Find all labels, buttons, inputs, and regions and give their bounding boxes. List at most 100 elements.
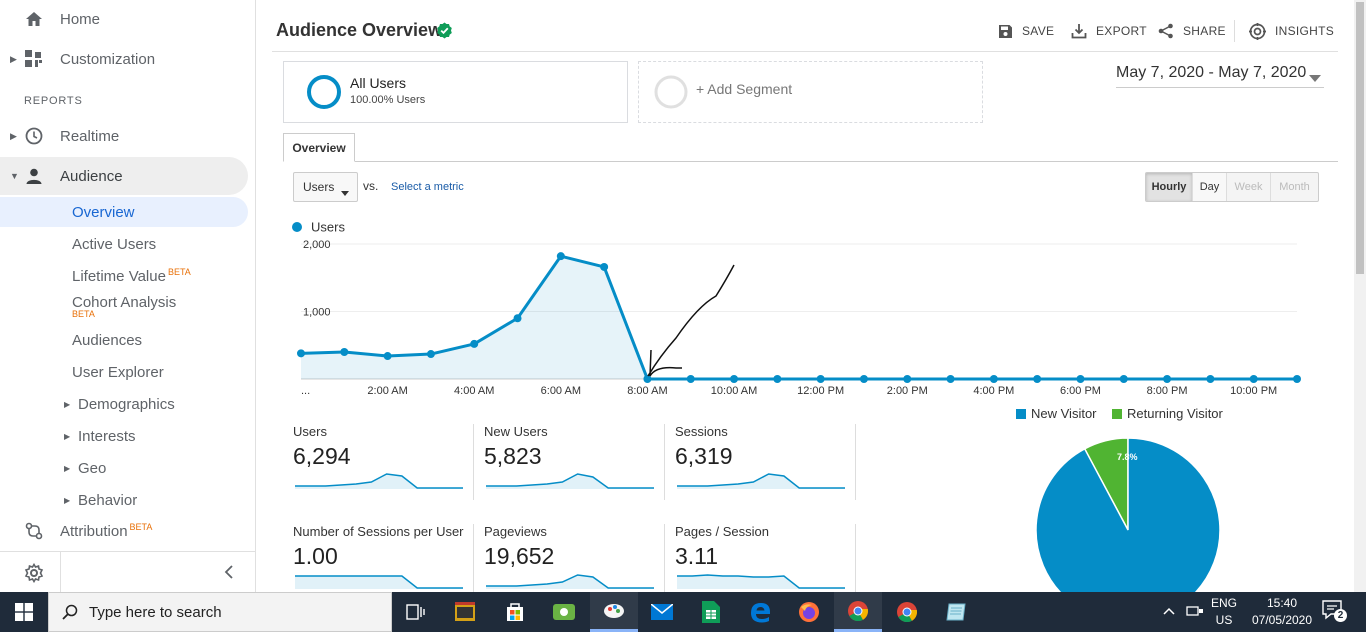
tab-overview[interactable]: Overview bbox=[283, 133, 355, 162]
task-view-button[interactable] bbox=[392, 592, 440, 632]
sidebar-item-overview[interactable]: Overview bbox=[0, 197, 248, 227]
taskbar-app-media[interactable] bbox=[441, 592, 489, 632]
share-button[interactable]: SHARE bbox=[1158, 22, 1226, 40]
data-point[interactable] bbox=[816, 375, 825, 383]
metric-tile[interactable]: Pageviews 19,652 bbox=[484, 524, 674, 592]
attribution-icon bbox=[24, 521, 44, 541]
network-icon[interactable] bbox=[1186, 604, 1204, 623]
collapse-sidebar-icon[interactable] bbox=[222, 565, 236, 584]
chart-area-fill bbox=[301, 256, 1297, 379]
taskbar-app-paint[interactable] bbox=[590, 592, 638, 632]
insights-button[interactable]: INSIGHTS bbox=[1249, 22, 1334, 40]
legend-users: Users bbox=[311, 220, 345, 235]
data-point[interactable] bbox=[1206, 375, 1215, 383]
nav-audience[interactable]: ▼ Audience bbox=[0, 157, 248, 195]
segment-all-users[interactable]: All Users 100.00% Users bbox=[283, 61, 628, 123]
data-point[interactable] bbox=[1163, 375, 1172, 383]
data-point[interactable] bbox=[426, 350, 435, 359]
taskbar-app-chrome-active[interactable] bbox=[834, 592, 882, 632]
nav-attribution[interactable]: Attribution BETA bbox=[0, 512, 248, 550]
granularity-day[interactable]: Day bbox=[1193, 173, 1227, 201]
data-point[interactable] bbox=[730, 375, 739, 383]
taskbar-app-chrome[interactable] bbox=[883, 592, 931, 632]
data-point[interactable] bbox=[600, 262, 609, 271]
pie-slice-new-visitor[interactable] bbox=[1035, 437, 1221, 592]
sidebar-item-geo[interactable]: ▶ Geo bbox=[0, 453, 248, 483]
data-point[interactable] bbox=[773, 375, 782, 383]
data-point[interactable] bbox=[340, 348, 349, 356]
nav-home[interactable]: Home bbox=[0, 0, 248, 38]
granularity-hourly[interactable]: Hourly bbox=[1146, 173, 1193, 201]
users-line-chart: Users 1,000 2,000 ... 2:00 AM 4:00 AM 6:00 A… bbox=[292, 220, 1301, 397]
chevron-up-icon[interactable] bbox=[1163, 605, 1175, 623]
taskbar-app-store[interactable] bbox=[491, 592, 539, 632]
nav-customization[interactable]: ▶ Customization bbox=[0, 40, 248, 78]
select-metric-link[interactable]: Select a metric bbox=[391, 181, 464, 193]
film-icon bbox=[455, 602, 475, 621]
notifications-button[interactable]: 2 bbox=[1322, 600, 1348, 624]
data-point[interactable] bbox=[383, 352, 392, 361]
sidebar-item-interests[interactable]: ▶ Interests bbox=[0, 421, 248, 451]
metric-tile[interactable]: New Users 5,823 bbox=[484, 424, 674, 500]
data-point[interactable] bbox=[686, 375, 695, 383]
data-point[interactable] bbox=[989, 375, 998, 383]
metric-tile[interactable]: Sessions 6,319 bbox=[675, 424, 865, 500]
data-point[interactable] bbox=[1293, 375, 1301, 383]
legend-swatch bbox=[1016, 408, 1026, 419]
start-button[interactable] bbox=[0, 592, 48, 632]
data-point[interactable] bbox=[513, 314, 522, 323]
sidebar-item-user-explorer[interactable]: User Explorer bbox=[0, 357, 248, 387]
gear-icon[interactable] bbox=[24, 562, 44, 588]
sidebar-item-behavior[interactable]: ▶ Behavior bbox=[0, 485, 248, 515]
scrollbar-thumb[interactable] bbox=[1356, 2, 1364, 274]
tile-separator bbox=[855, 524, 856, 592]
sidebar-item-cohort-analysis[interactable]: Cohort Analysis bbox=[0, 287, 248, 317]
firefox-icon bbox=[799, 602, 819, 622]
metric-tile[interactable]: Pages / Session 3.11 bbox=[675, 524, 865, 592]
taskbar-search[interactable]: Type here to search bbox=[48, 592, 392, 632]
taskbar-app-firefox[interactable] bbox=[785, 592, 833, 632]
page-scrollbar[interactable] bbox=[1354, 0, 1366, 592]
data-point[interactable] bbox=[643, 375, 652, 383]
metric-sparkline bbox=[677, 574, 845, 589]
insights-label: INSIGHTS bbox=[1275, 24, 1335, 38]
data-point[interactable] bbox=[556, 252, 565, 261]
data-point[interactable] bbox=[903, 375, 912, 383]
data-point[interactable] bbox=[1119, 375, 1128, 383]
add-segment-button[interactable]: + Add Segment bbox=[638, 61, 983, 123]
sidebar-item-active-users[interactable]: Active Users bbox=[0, 229, 248, 259]
sidebar-item-label: Cohort Analysis bbox=[72, 293, 177, 311]
data-point[interactable] bbox=[297, 349, 305, 358]
taskbar-app-sheets[interactable] bbox=[687, 592, 735, 632]
taskbar-app-edge[interactable] bbox=[736, 592, 784, 632]
data-point[interactable] bbox=[1033, 375, 1042, 383]
save-button[interactable]: SAVE bbox=[998, 22, 1054, 40]
metric-tile[interactable]: Users 6,294 bbox=[293, 424, 483, 500]
notepad-icon bbox=[946, 603, 966, 621]
header-divider bbox=[272, 51, 1338, 52]
windows-taskbar: Type here to search ENG US bbox=[0, 592, 1366, 632]
date-range-picker[interactable]: May 7, 2020 - May 7, 2020 bbox=[1116, 64, 1324, 88]
data-point[interactable] bbox=[1076, 375, 1085, 383]
data-point[interactable] bbox=[946, 375, 955, 383]
nav-realtime[interactable]: ▶ Realtime bbox=[0, 117, 248, 155]
taskbar-app-mail[interactable] bbox=[638, 592, 686, 632]
granularity-toggle: Hourly Day Week Month bbox=[1145, 172, 1319, 202]
data-point[interactable] bbox=[859, 375, 868, 383]
data-point[interactable] bbox=[470, 339, 479, 348]
y-tick-label: 2,000 bbox=[303, 239, 331, 251]
home-icon bbox=[24, 9, 44, 29]
sidebar-item-demographics[interactable]: ▶ Demographics bbox=[0, 389, 248, 419]
dashboard-icon bbox=[24, 49, 44, 69]
language-indicator[interactable]: ENG US bbox=[1208, 596, 1240, 627]
sidebar-item-audiences[interactable]: Audiences bbox=[0, 325, 248, 355]
chart-y-labels: 1,000 2,000 bbox=[303, 239, 331, 319]
clock[interactable]: 15:40 07/05/2020 bbox=[1248, 596, 1316, 627]
metric-tile[interactable]: Number of Sessions per User 1.00 bbox=[293, 524, 483, 592]
sidebar-item-lifetime-value[interactable]: Lifetime Value BETA bbox=[0, 261, 248, 291]
export-button[interactable]: EXPORT bbox=[1071, 22, 1147, 40]
data-point[interactable] bbox=[1249, 375, 1258, 383]
taskbar-app-notepad[interactable] bbox=[932, 592, 980, 632]
metric-select[interactable]: Users bbox=[293, 172, 358, 202]
taskbar-app-green[interactable] bbox=[540, 592, 588, 632]
